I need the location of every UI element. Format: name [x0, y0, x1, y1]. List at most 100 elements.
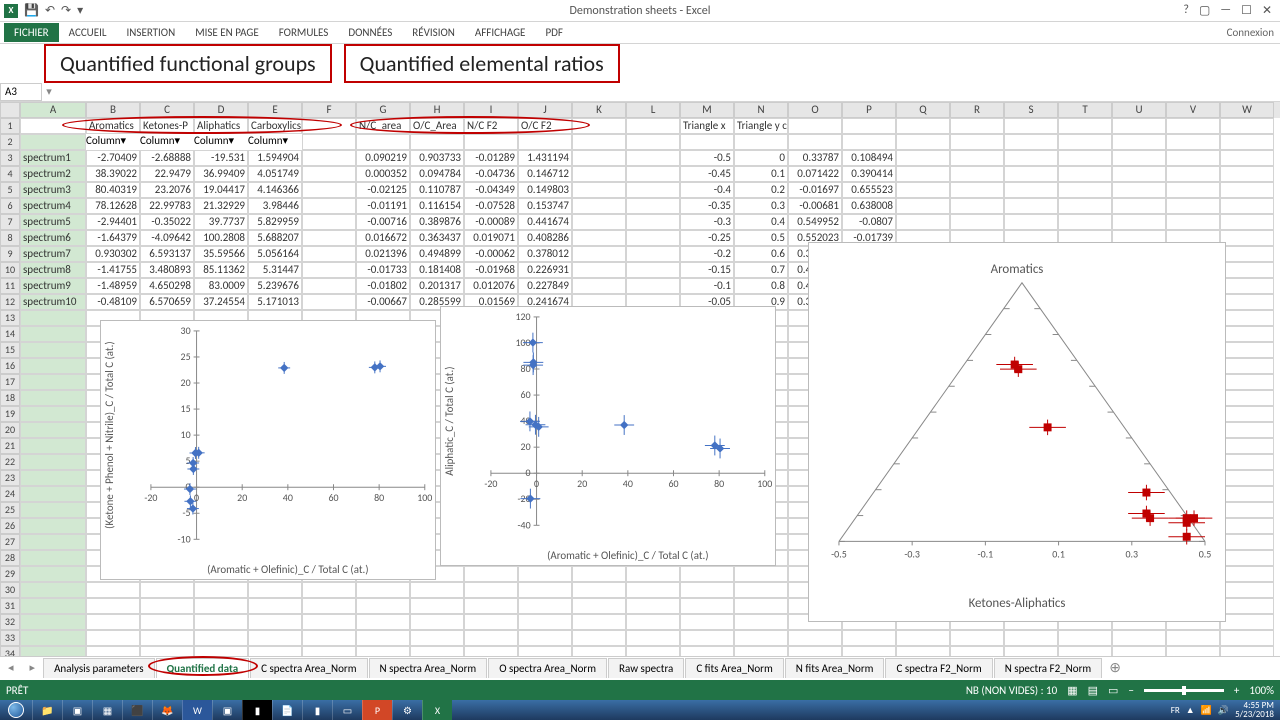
- cell[interactable]: [680, 134, 734, 150]
- cell[interactable]: [140, 598, 194, 614]
- cell[interactable]: 0.7: [734, 262, 788, 278]
- cell[interactable]: 0.116154: [410, 198, 464, 214]
- cell[interactable]: 78.12628: [86, 198, 140, 214]
- worksheet-grid[interactable]: ABCDEFGHIJKLMNOPQRSTUVW 1AromaticsKetone…: [0, 102, 1280, 658]
- cell[interactable]: 0.494899: [410, 246, 464, 262]
- column-header[interactable]: V: [1166, 102, 1220, 118]
- cell[interactable]: spectrum6: [20, 230, 86, 246]
- column-header[interactable]: S: [1004, 102, 1058, 118]
- cell[interactable]: [1058, 630, 1112, 646]
- cell[interactable]: [86, 598, 140, 614]
- cell[interactable]: [1220, 454, 1274, 470]
- cell[interactable]: 37.24554: [194, 294, 248, 310]
- minimize-button[interactable]: —: [1220, 3, 1231, 18]
- cell[interactable]: [1166, 134, 1220, 150]
- cell[interactable]: [1058, 166, 1112, 182]
- cell[interactable]: 5.056164: [248, 246, 302, 262]
- cell[interactable]: [842, 630, 896, 646]
- cell[interactable]: spectrum5: [20, 214, 86, 230]
- cell[interactable]: [302, 150, 356, 166]
- cell[interactable]: [302, 230, 356, 246]
- cell[interactable]: [140, 582, 194, 598]
- cell[interactable]: spectrum9: [20, 278, 86, 294]
- cell[interactable]: [1220, 598, 1274, 614]
- cell[interactable]: 0.389876: [410, 214, 464, 230]
- cell[interactable]: 100.2808: [194, 230, 248, 246]
- cell[interactable]: [680, 630, 734, 646]
- cell[interactable]: [1220, 438, 1274, 454]
- view-layout-icon[interactable]: ▤: [1088, 684, 1098, 697]
- cell[interactable]: 22.9479: [140, 166, 194, 182]
- cell[interactable]: 39.7737: [194, 214, 248, 230]
- cell[interactable]: [302, 246, 356, 262]
- cell[interactable]: [302, 598, 356, 614]
- cell[interactable]: [20, 310, 86, 326]
- cell[interactable]: -0.25: [680, 230, 734, 246]
- cell[interactable]: [950, 182, 1004, 198]
- cell[interactable]: [572, 182, 626, 198]
- cell[interactable]: [1220, 614, 1274, 630]
- cell[interactable]: [356, 630, 410, 646]
- taskbar-cmd-icon[interactable]: ▮: [242, 700, 272, 720]
- cell[interactable]: [626, 246, 680, 262]
- taskbar-word-icon[interactable]: W: [182, 700, 212, 720]
- cell[interactable]: [518, 566, 572, 582]
- cell[interactable]: 0.016672: [356, 230, 410, 246]
- cell[interactable]: [194, 598, 248, 614]
- cell[interactable]: [896, 166, 950, 182]
- cell[interactable]: [842, 134, 896, 150]
- cell[interactable]: -0.4: [680, 182, 734, 198]
- cell[interactable]: -0.01697: [788, 182, 842, 198]
- cell[interactable]: [140, 614, 194, 630]
- cell[interactable]: [518, 614, 572, 630]
- cell[interactable]: [1220, 230, 1274, 246]
- redo-icon[interactable]: ↷: [61, 3, 71, 18]
- cell[interactable]: -0.35: [680, 198, 734, 214]
- cell[interactable]: [1004, 198, 1058, 214]
- cell[interactable]: [734, 630, 788, 646]
- taskbar-excel-icon[interactable]: X: [422, 700, 452, 720]
- cell[interactable]: 0.227849: [518, 278, 572, 294]
- column-header[interactable]: E: [248, 102, 302, 118]
- cell[interactable]: [1112, 630, 1166, 646]
- cell[interactable]: [734, 598, 788, 614]
- cell[interactable]: [1004, 630, 1058, 646]
- cell[interactable]: [20, 518, 86, 534]
- cell[interactable]: [20, 134, 86, 150]
- cell[interactable]: 0.094784: [410, 166, 464, 182]
- cell[interactable]: [572, 198, 626, 214]
- cell[interactable]: [950, 214, 1004, 230]
- cell[interactable]: [194, 630, 248, 646]
- cell[interactable]: 0.4: [734, 214, 788, 230]
- sheet-tab[interactable]: C fits Area_Norm: [685, 658, 783, 678]
- cell[interactable]: [1004, 118, 1058, 134]
- cell[interactable]: [1220, 310, 1274, 326]
- cell[interactable]: [680, 614, 734, 630]
- cell[interactable]: [680, 582, 734, 598]
- cell[interactable]: 0.012076: [464, 278, 518, 294]
- cell[interactable]: [302, 182, 356, 198]
- cell[interactable]: [626, 614, 680, 630]
- cell[interactable]: [1220, 470, 1274, 486]
- cell[interactable]: [1220, 198, 1274, 214]
- cell[interactable]: 1.594904: [248, 150, 302, 166]
- cell[interactable]: [626, 214, 680, 230]
- cell[interactable]: [410, 134, 464, 150]
- column-header[interactable]: K: [572, 102, 626, 118]
- cell[interactable]: [626, 134, 680, 150]
- cell[interactable]: [842, 118, 896, 134]
- cell[interactable]: 0.090219: [356, 150, 410, 166]
- cell[interactable]: -0.48109: [86, 294, 140, 310]
- cell[interactable]: [788, 134, 842, 150]
- cell[interactable]: 0.6: [734, 246, 788, 262]
- column-header[interactable]: U: [1112, 102, 1166, 118]
- cell[interactable]: 0.071422: [788, 166, 842, 182]
- cell[interactable]: -0.45: [680, 166, 734, 182]
- cell[interactable]: 21.32929: [194, 198, 248, 214]
- cell[interactable]: [302, 134, 356, 150]
- sheet-tab[interactable]: C spectra F2_Norm: [885, 658, 992, 678]
- cell[interactable]: -0.35022: [140, 214, 194, 230]
- cell[interactable]: [1220, 294, 1274, 310]
- cell[interactable]: Column▾: [194, 134, 248, 150]
- cell[interactable]: [788, 630, 842, 646]
